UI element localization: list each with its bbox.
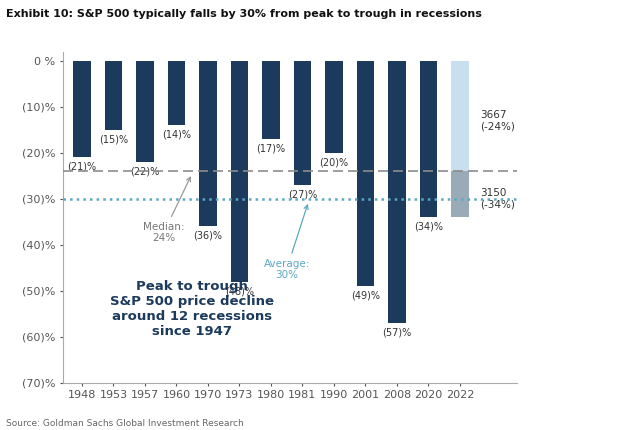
Text: Average:
30%: Average: 30% bbox=[263, 205, 310, 280]
Text: (22)%: (22)% bbox=[130, 166, 159, 177]
Text: (17)%: (17)% bbox=[256, 144, 285, 154]
Text: Exhibit 10: S&P 500 typically falls by 30% from peak to trough in recessions: Exhibit 10: S&P 500 typically falls by 3… bbox=[6, 9, 482, 18]
Bar bbox=[105, 61, 122, 130]
Text: (48)%: (48)% bbox=[225, 286, 254, 296]
Bar bbox=[451, 171, 469, 217]
Text: (49)%: (49)% bbox=[351, 291, 380, 301]
Bar bbox=[231, 61, 248, 282]
Text: (15)%: (15)% bbox=[99, 135, 128, 144]
Text: (27)%: (27)% bbox=[288, 190, 317, 200]
Text: Source: Goldman Sachs Global Investment Research: Source: Goldman Sachs Global Investment … bbox=[6, 419, 244, 428]
Bar bbox=[199, 61, 217, 226]
Text: (57)%: (57)% bbox=[382, 328, 411, 338]
Bar bbox=[451, 61, 469, 171]
Text: 3667
(-24%): 3667 (-24%) bbox=[481, 110, 515, 132]
Text: 3150
(-34%): 3150 (-34%) bbox=[481, 188, 515, 209]
Bar bbox=[262, 61, 280, 139]
Bar bbox=[136, 61, 154, 162]
Text: Peak to trough
S&P 500 price decline
around 12 recessions
since 1947: Peak to trough S&P 500 price decline aro… bbox=[110, 280, 274, 338]
Text: (36)%: (36)% bbox=[193, 231, 222, 241]
Bar bbox=[168, 61, 185, 125]
Bar bbox=[325, 61, 343, 153]
Text: (14)%: (14)% bbox=[162, 130, 191, 140]
Bar bbox=[294, 61, 311, 185]
Bar bbox=[357, 61, 374, 286]
Text: (34)%: (34)% bbox=[414, 222, 443, 232]
Bar bbox=[73, 61, 91, 157]
Bar bbox=[420, 61, 437, 217]
Text: Median:
24%: Median: 24% bbox=[143, 177, 190, 243]
Text: (20)%: (20)% bbox=[319, 157, 348, 167]
Bar bbox=[388, 61, 406, 323]
Text: (21)%: (21)% bbox=[67, 162, 96, 172]
